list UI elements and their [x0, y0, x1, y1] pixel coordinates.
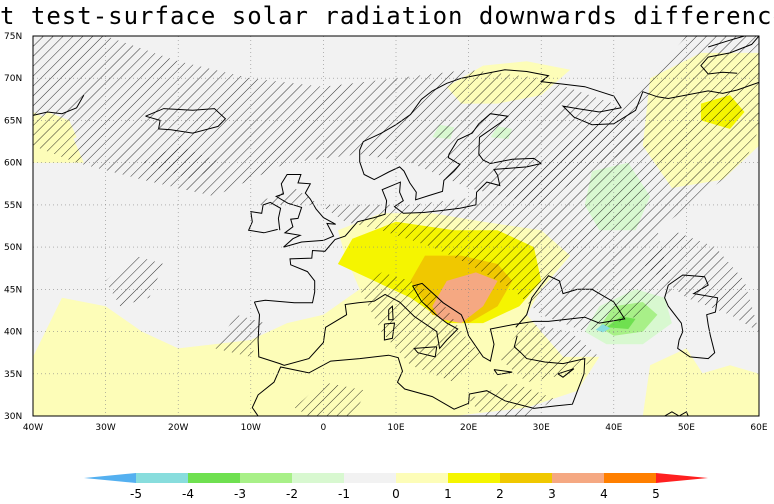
longitude-label: 40E	[605, 423, 622, 433]
coastline-8	[664, 274, 719, 360]
longitude-label: 60E	[750, 423, 767, 433]
longitude-label: 20E	[460, 423, 477, 433]
hatched-area-7	[642, 230, 759, 332]
hatched-area-6	[294, 382, 367, 416]
longitude-label: 10E	[387, 423, 404, 433]
colorbar: -5 -4 -3 -2 -1 0 1 2 3 4 5	[84, 473, 708, 501]
colorbar-tick-label: 0	[392, 487, 400, 501]
colorbar-tick-label: -3	[234, 487, 246, 501]
hatched-area-1	[250, 36, 759, 332]
latitude-label: 60N	[4, 159, 22, 169]
colorbar-swatch	[344, 473, 397, 483]
latitude-labels: 30N 35N 40N 45N 50N 55N 60N 65N 70N 75N	[4, 32, 22, 422]
hatched-area-4	[105, 255, 164, 307]
positive-region-2	[221, 365, 280, 416]
latitude-label: 30N	[4, 412, 22, 422]
positive-region-peak	[432, 272, 498, 324]
coastlines	[33, 36, 759, 416]
coastline-0	[253, 275, 626, 366]
latitude-label: 75N	[4, 32, 22, 42]
map-title: t test-surface solar radiation downwards…	[0, 2, 774, 30]
negative-region-peak	[595, 324, 611, 333]
longitude-label: 0	[321, 423, 327, 433]
colorbar-swatch	[136, 473, 189, 483]
colorbar-tick-label: -2	[286, 487, 298, 501]
coastline-9	[413, 346, 438, 358]
longitude-label: 30E	[533, 423, 550, 433]
coastline-12	[493, 369, 513, 376]
colorbar-tick-label: 4	[600, 487, 608, 501]
coastline-7	[664, 411, 689, 416]
coastline-15	[33, 94, 85, 116]
colorbar-swatch	[292, 473, 345, 483]
hatched-area-9	[468, 382, 556, 416]
longitude-label: 20W	[168, 423, 188, 433]
negative-region-stronger	[606, 316, 636, 329]
coastline-5	[145, 108, 227, 134]
longitude-labels: 40W 30W 20W 10W 0 10E 20E 30E 40E 50E 60E	[23, 423, 768, 433]
longitude-label: 30W	[95, 423, 115, 433]
map-frame	[32, 35, 760, 417]
longitude-label: 10W	[241, 423, 261, 433]
graticule	[33, 36, 759, 416]
coastline-3	[275, 174, 336, 248]
colorbar-swatch	[604, 473, 657, 483]
colorbar-swatch	[552, 473, 605, 483]
latitude-label: 50N	[4, 243, 22, 253]
coastline-4	[247, 201, 282, 234]
colorbar-tick-label: 5	[652, 487, 660, 501]
hatched-area-2	[359, 272, 484, 383]
colorbar-tick-label: -5	[130, 487, 142, 501]
colorbar-swatch	[500, 473, 553, 483]
coastline-13	[557, 368, 575, 378]
hatched-area-3	[497, 323, 600, 383]
colorbar-tick-label: -4	[182, 487, 194, 501]
coastline-6	[251, 335, 586, 416]
coastline-14	[700, 36, 759, 75]
colorbar-tick-label: -1	[338, 487, 350, 501]
coastline-11	[388, 305, 394, 321]
latitude-label: 70N	[4, 74, 22, 84]
coastline-1	[254, 163, 542, 304]
colorbar-swatch	[188, 473, 241, 483]
colorbar-tick-label: 3	[548, 487, 556, 501]
hatched-area-5	[214, 314, 266, 357]
latitude-label: 45N	[4, 285, 22, 295]
colorbar-swatch	[448, 473, 501, 483]
positive-region-6	[700, 365, 759, 416]
colorbar-swatch	[396, 473, 449, 483]
colorbar-arrow-right	[656, 473, 708, 483]
coastline-2	[359, 69, 759, 201]
latitude-label: 65N	[4, 116, 22, 126]
longitude-label: 50E	[678, 423, 695, 433]
coastline-10	[383, 322, 396, 341]
colorbar-arrow-left	[84, 473, 136, 483]
latitude-label: 35N	[4, 370, 22, 380]
latitude-label: 55N	[4, 201, 22, 211]
colorbar-tick-label: 2	[496, 487, 504, 501]
longitude-label: 40W	[23, 423, 43, 433]
colorbar-tick-label: 1	[444, 487, 452, 501]
colorbar-swatch	[240, 473, 293, 483]
latitude-label: 40N	[4, 328, 22, 338]
